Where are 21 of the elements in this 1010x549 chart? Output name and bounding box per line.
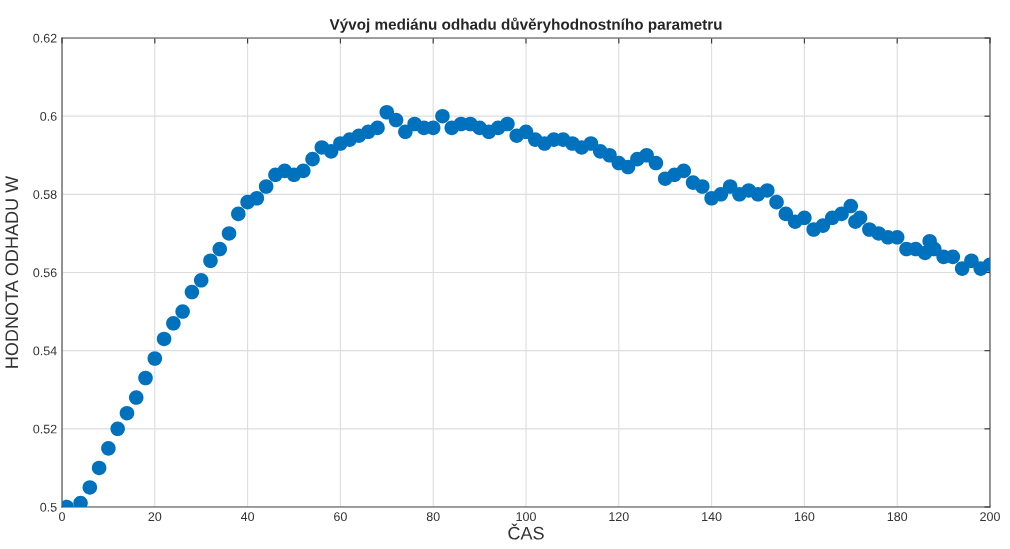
y-tick-label: 0.5 [40,502,57,512]
x-tick-label: 200 [980,512,1000,522]
y-tick-label: 0.62 [33,33,57,43]
y-tick-label: 0.58 [33,190,57,199]
y-tick-label: 0.56 [33,268,57,278]
x-tick-label: 160 [794,512,815,522]
x-axis-title: ČAS [508,523,544,540]
x-tick-label: 100 [516,512,536,522]
x-tick-label: 180 [887,512,908,522]
y-tick-label: 0.54 [33,346,57,356]
x-tick-label: 40 [240,512,255,522]
y-tick-label: 0.52 [33,424,57,434]
x-tick-label: 60 [334,512,347,522]
x-tick-label: 0 [59,512,65,522]
x-tick-label: 20 [148,512,162,522]
chart-title: Vývoj mediánu odhadu důvěryhodnostního parametru [329,17,722,33]
x-tick-label: 120 [609,512,629,522]
y-tick-label: 0.6 [40,111,57,121]
x-tick-label: 80 [426,512,440,522]
x-tick-label: 140 [702,512,722,522]
y-axis-title: HODNOTA ODHADU W [5,175,19,368]
